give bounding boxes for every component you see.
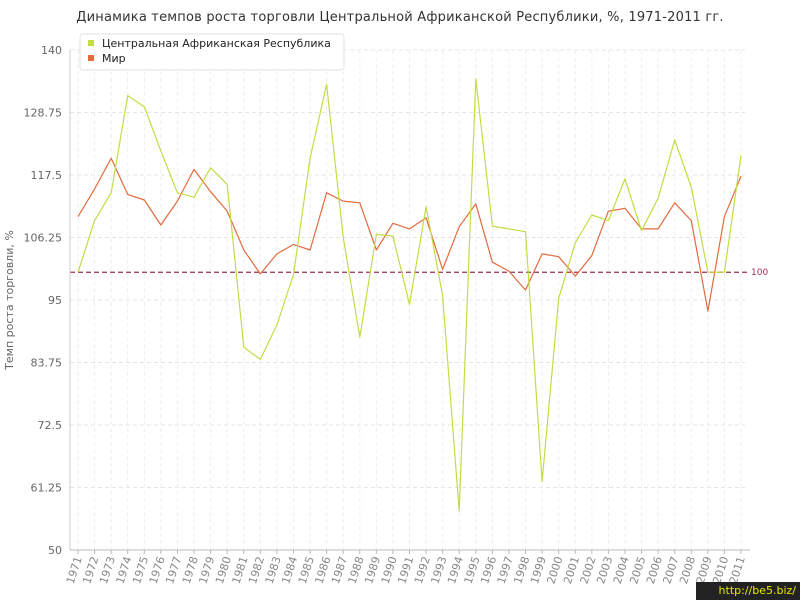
legend-label: Центральная Африканская Республика — [102, 37, 331, 50]
y-tick-label: 128.75 — [24, 107, 63, 120]
y-tick-label: 117.5 — [31, 169, 63, 182]
y-axis-label: Темп роста торговли, % — [3, 230, 16, 371]
reference-line: 100 — [70, 268, 768, 278]
axes: 5061.2572.583.7595106.25117.5128.7514019… — [3, 44, 750, 586]
series-lines — [77, 78, 742, 512]
y-tick-label: 72.5 — [38, 419, 63, 432]
series-line-0 — [77, 78, 742, 512]
legend-box — [79, 33, 345, 71]
reference-line-label: 100 — [751, 268, 768, 278]
y-tick-label: 61.25 — [31, 482, 63, 495]
grid — [70, 49, 745, 550]
y-tick-label: 83.75 — [31, 357, 63, 370]
y-tick-label: 106.25 — [24, 232, 63, 245]
legend-label: Мир — [102, 52, 126, 65]
series-line-1 — [77, 157, 742, 312]
watermark-link[interactable]: http://be5.biz/ — [696, 582, 800, 600]
legend-swatch — [88, 55, 94, 61]
y-tick-label: 50 — [48, 544, 62, 557]
y-tick-label: 95 — [48, 294, 62, 307]
legend: Центральная Африканская Республика Мир — [79, 33, 345, 71]
chart-title: Динамика темпов роста торговли Центральн… — [76, 10, 724, 25]
legend-swatch — [88, 40, 94, 46]
y-tick-label: 140 — [41, 44, 62, 57]
